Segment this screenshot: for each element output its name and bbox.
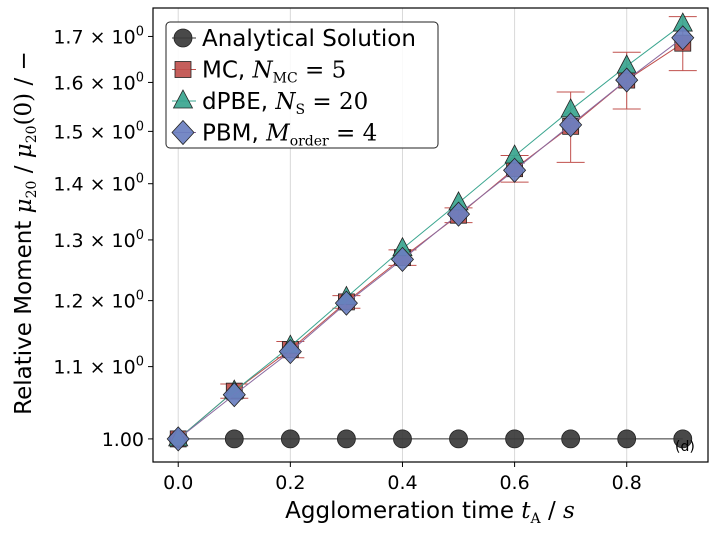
data-point [559,112,583,138]
x-axis: 0.0 0.2 0.4 0.6 0.8 [163,462,642,494]
y-axis-label: Relative Moment μ20 / μ20(0) / − [11,51,40,415]
legend-label: PBM, Morder = 4 [202,121,377,150]
y-tick-label: 1.3 × 100 [53,228,144,252]
series-3 [166,25,695,452]
y-tick-label: 1.4 × 100 [53,172,144,196]
y-tick-label: 1.2 × 100 [53,289,144,313]
legend-label: dPBE, NS = 20 [202,89,368,118]
series-line [177,23,684,440]
x-tick-label: 0.2 [275,472,305,494]
legend-marker [173,28,193,48]
legend-marker [172,89,194,109]
x-axis-label: Agglomeration time tA / s [285,498,575,527]
legend-box [165,21,439,149]
data-point [446,201,471,227]
data-point [166,426,190,452]
data-point [278,339,302,365]
legend-item: dPBE, NS = 20 [172,89,368,118]
legend-label: MC, NMC = 5 [202,58,346,87]
legend-marker [171,119,195,146]
x-tick-label: 0.8 [612,472,642,494]
data-point [390,246,415,273]
data-point [280,429,300,449]
data-point [337,429,356,449]
data-point [393,429,412,449]
series-line [177,37,684,440]
data-point [615,67,639,93]
data-point [673,429,693,449]
y-tick-label: 1.5 × 100 [53,119,144,143]
data-point [505,429,524,449]
legend-item: PBM, Morder = 4 [171,119,377,150]
x-tick-label: 0.4 [387,472,417,494]
panel-label: (d) [675,439,695,455]
data-point [222,382,246,408]
x-tick-label: 0.0 [163,472,193,494]
data-point [503,157,527,183]
y-axis: 1.00 1.1 × 100 1.2 × 100 1.3 × 100 1.4 × 100… [53,24,153,451]
legend-item: Analytical Solution [172,26,416,52]
data-point [449,429,468,449]
y-tick-label: 1.00 [102,429,144,451]
legend-marker [174,61,192,78]
y-tick-label: 1.6 × 100 [53,70,144,94]
data-point [334,290,358,316]
y-tick-label: 1.1 × 100 [53,355,144,379]
data-point [671,25,695,51]
data-point [561,429,581,449]
y-tick-label: 1.7 × 100 [53,24,144,48]
data-point [224,429,244,449]
data-point [617,429,637,449]
x-tick-label: 0.6 [499,472,529,494]
series-layer [166,12,697,452]
legend-label: Analytical Solution [202,26,416,52]
plot-frame [152,7,709,463]
legend-item: MC, NMC = 5 [172,58,346,87]
